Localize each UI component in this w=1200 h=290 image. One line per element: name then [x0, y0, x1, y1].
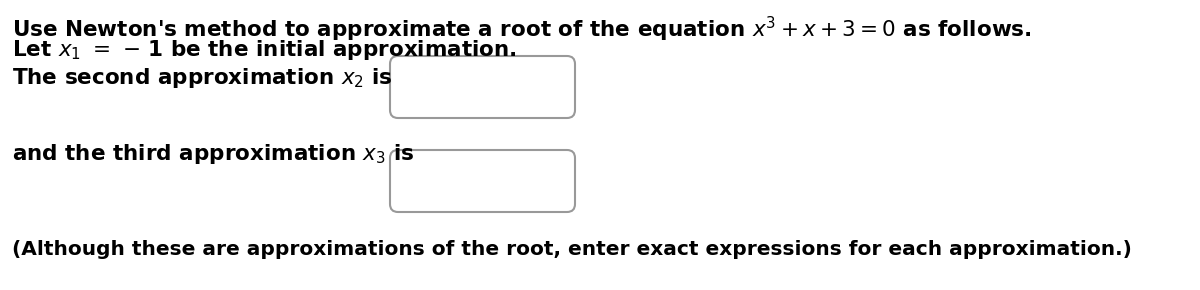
Text: Use Newton's method to approximate a root of the equation $x^3 + x + 3 = 0$ as f: Use Newton's method to approximate a roo… — [12, 15, 1032, 44]
Text: The second approximation $x_2$ is: The second approximation $x_2$ is — [12, 66, 392, 90]
Text: (Although these are approximations of the root, enter exact expressions for each: (Although these are approximations of th… — [12, 240, 1132, 259]
Text: Let $x_1$ $=$ $-$ 1 be the initial approximation.: Let $x_1$ $=$ $-$ 1 be the initial appro… — [12, 38, 517, 62]
FancyBboxPatch shape — [390, 56, 575, 118]
Text: and the third approximation $x_3$ is: and the third approximation $x_3$ is — [12, 142, 414, 166]
FancyBboxPatch shape — [390, 150, 575, 212]
